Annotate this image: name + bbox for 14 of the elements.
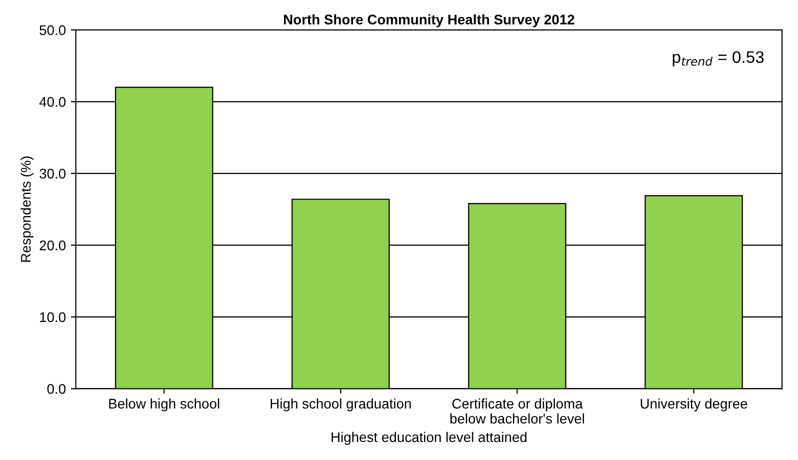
- x-tick-label: University degree: [640, 398, 748, 412]
- x-tick-label: High school graduation: [270, 398, 411, 412]
- x-tick-label: Below high school: [109, 398, 220, 412]
- y-tick-label: 10.0: [40, 312, 66, 322]
- x-axis-title: Highest education level attained: [332, 432, 526, 445]
- y-axis-title: Respondents (%): [20, 156, 34, 262]
- y-tick-label: 30.0: [40, 168, 66, 179]
- y-tick-label: 50.0: [40, 25, 66, 36]
- y-tick-label: 20.0: [40, 240, 66, 250]
- y-tick-label: 40.0: [39, 96, 66, 107]
- chart-title: North Shore Community Health Survey 2012: [284, 14, 574, 28]
- x-tick-label: Certificate or diploma below bachelor's level: [450, 398, 584, 424]
- y-tick-label: 0.0: [47, 384, 66, 394]
- annotation: p$_{trend}$ = 0.53: [672, 51, 764, 66]
